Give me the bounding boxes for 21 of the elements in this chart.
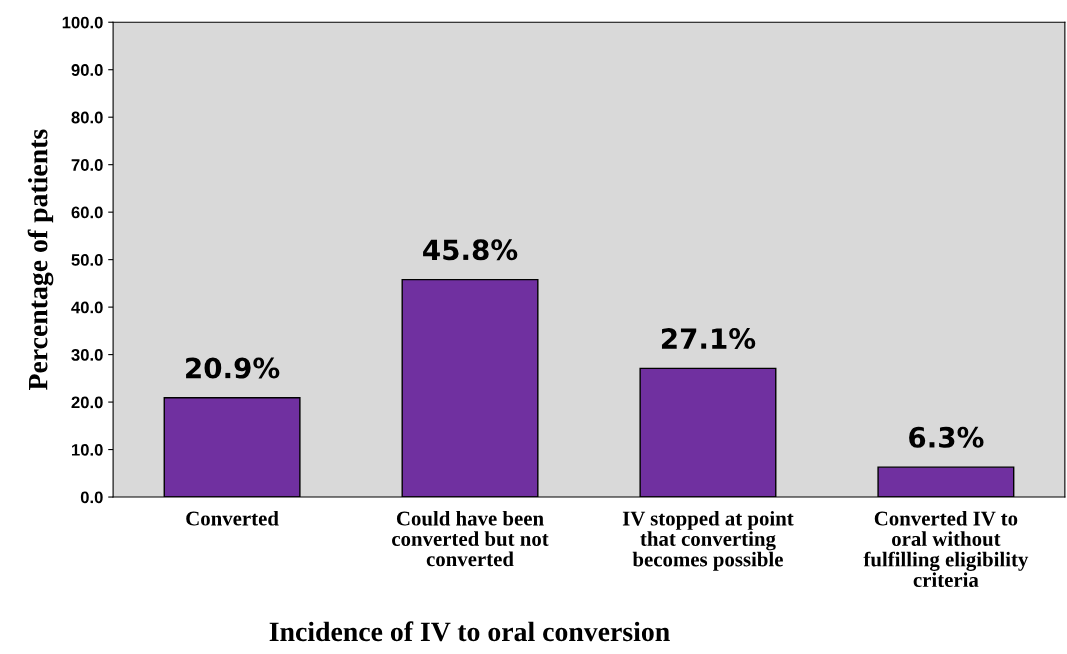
x-tick-label: IV stopped at point that converting becomes possible xyxy=(622,510,794,571)
data-label: 6.3% xyxy=(909,426,984,448)
y-axis-title: Percentage of patients xyxy=(27,129,54,391)
x-tick-label: Converted xyxy=(186,510,279,526)
y-tick-label: 30.0 xyxy=(71,349,103,361)
y-tick-label: 90.0 xyxy=(71,64,103,76)
y-tick-label: 40.0 xyxy=(71,301,103,314)
y-tick-label: 80.0 xyxy=(71,111,103,124)
y-tick-label: 100.0 xyxy=(62,16,103,29)
data-label: 45.8% xyxy=(423,239,518,261)
x-tick-label: Could have been converted but not converted xyxy=(392,510,549,567)
y-tick-label: 70.0 xyxy=(71,159,103,171)
data-label: 27.1% xyxy=(661,328,756,350)
y-tick-label: 10.0 xyxy=(71,443,103,456)
y-tick-label: 20.0 xyxy=(71,396,103,409)
data-label: 20.9% xyxy=(186,357,280,379)
x-axis-title: Incidence of IV to oral conversion xyxy=(269,621,670,642)
y-tick-label: 60.0 xyxy=(71,206,103,219)
y-tick-label: 50.0 xyxy=(71,254,103,266)
y-tick-label: 0.0 xyxy=(80,491,103,504)
x-tick-label: Converted IV to oral without fulfilling eligibility criteria xyxy=(863,510,1029,587)
